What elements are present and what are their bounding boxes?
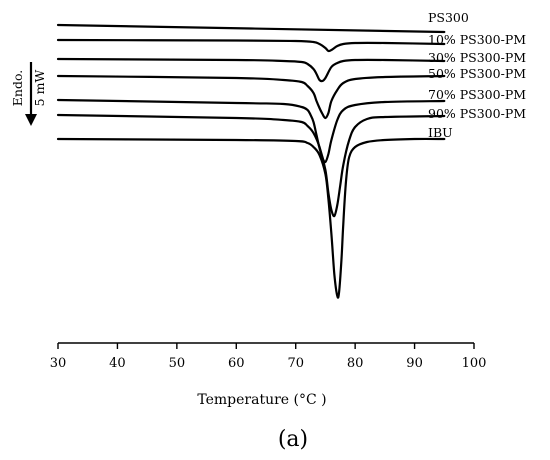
series-label: 70% PS300-PM xyxy=(428,87,526,102)
series-curve-4 xyxy=(56,98,446,164)
x-tick-label: 30 xyxy=(50,356,67,371)
scale-value-label: 5 mW xyxy=(32,70,47,107)
series-label: 50% PS300-PM xyxy=(428,66,526,81)
series-label: 30% PS300-PM xyxy=(428,50,526,65)
series-label: PS300 xyxy=(428,10,469,25)
endo-scale-bar: Endo. 5 mW xyxy=(10,62,47,126)
series-curve-5 xyxy=(56,113,446,218)
x-axis: 30 40 50 60 70 80 90 100 xyxy=(50,342,487,371)
series-label: IBU xyxy=(428,125,453,140)
series-label: 90% PS300-PM xyxy=(428,106,526,121)
series-curve-0 xyxy=(56,23,446,34)
x-tick-label: 80 xyxy=(347,356,364,371)
series-curve-2 xyxy=(56,57,446,83)
series-curve-6 xyxy=(56,137,446,299)
series-curve-3 xyxy=(56,74,446,120)
x-tick-label: 40 xyxy=(109,356,126,371)
series-curve-1 xyxy=(56,38,446,53)
panel-label: (a) xyxy=(278,427,308,452)
x-tick-label: 90 xyxy=(406,356,423,371)
x-axis-title: Temperature (°C ) xyxy=(197,392,326,408)
x-tick-label: 70 xyxy=(287,356,304,371)
series-label: 10% PS300-PM xyxy=(428,32,526,47)
x-tick-label: 100 xyxy=(462,356,487,371)
scale-direction-label: Endo. xyxy=(10,70,25,106)
x-tick-label: 50 xyxy=(169,356,186,371)
scale-arrow-down-icon xyxy=(25,114,37,126)
dsc-curves xyxy=(56,23,446,299)
x-ticks: 30 40 50 60 70 80 90 100 xyxy=(50,343,487,371)
x-tick-label: 60 xyxy=(228,356,245,371)
